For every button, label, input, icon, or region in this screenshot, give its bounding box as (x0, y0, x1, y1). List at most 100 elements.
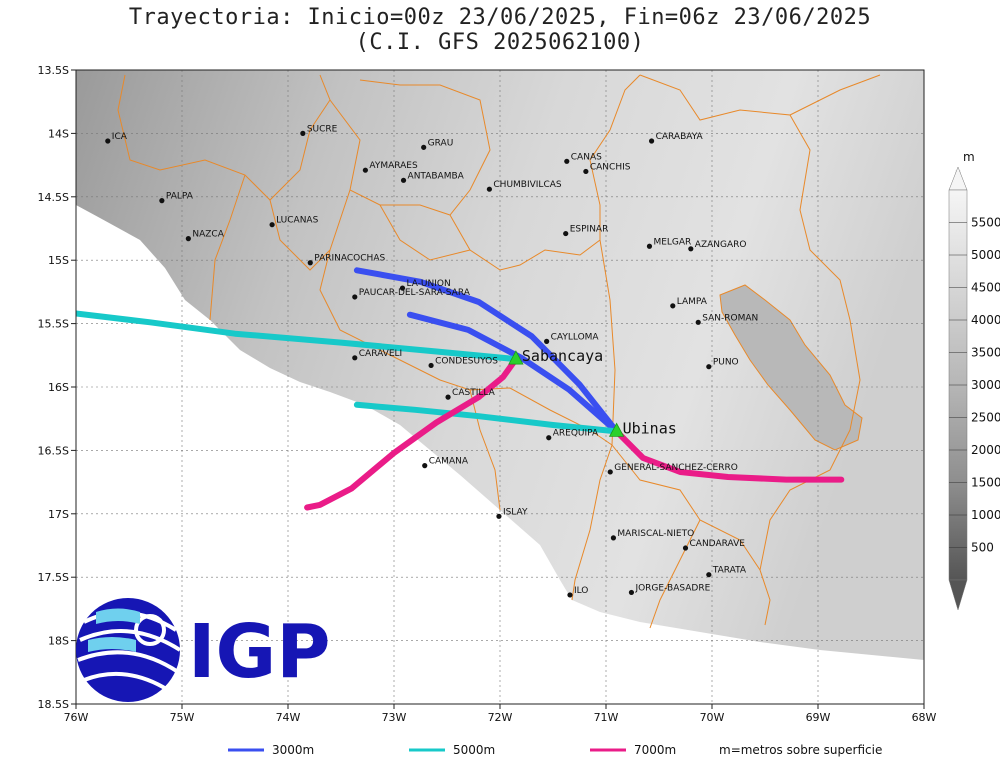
volcano-label: Sabancaya (522, 347, 603, 365)
y-tick-label: 18.5S (38, 698, 69, 711)
map-axes: 76W 75W 74W 73W 72W 71W 70W 69W 68W 13.5S 14S 14.5S… (38, 64, 937, 724)
colorbar-tick-label: 5500 (971, 216, 1000, 230)
volcano-label: Ubinas (623, 419, 677, 437)
city-dot (610, 535, 617, 541)
trajectory-lines (76, 267, 845, 511)
city-label: CARABAYA (656, 132, 704, 142)
city-label: PALPA (166, 192, 194, 202)
city-dot (648, 138, 655, 144)
city-dot (706, 572, 712, 578)
colorbar-tick-label: 5000 (971, 248, 1000, 262)
city-dot (682, 545, 689, 551)
city-label: ANTABAMBA (408, 171, 465, 181)
trajectory-3000m-line (406, 311, 620, 435)
y-tick-label: 17.5S (38, 571, 69, 584)
trajectory-5000m-line (353, 401, 620, 435)
y-tick-label: 14.5S (38, 191, 69, 204)
city-label: LAMPA (677, 297, 708, 307)
volcano-triangle-icon (508, 350, 524, 365)
x-tick-label: 72W (488, 711, 513, 724)
city-dot (563, 230, 569, 237)
lake-titicaca (719, 284, 863, 451)
city-dot (688, 246, 694, 252)
city-label: ICA (112, 132, 128, 142)
city-label: AZANGARO (695, 240, 747, 250)
city-dot (496, 513, 502, 519)
city-dot (486, 186, 492, 192)
x-tick-label: 73W (382, 711, 407, 724)
city-dot (300, 130, 306, 136)
trajectory-legend: 3000m 5000m 7000m m=metros sobre superficie (228, 743, 882, 757)
city-dot (269, 222, 275, 228)
map-title-line-2: (C.I. GFS 2025062100) (355, 30, 645, 55)
city-label: TARATA (712, 566, 747, 576)
city-label: SAN-ROMAN (702, 313, 758, 323)
city-dot (646, 243, 653, 249)
y-tick-label: 15S (48, 254, 69, 267)
city-label: CONDESUYOS (435, 356, 498, 366)
city-label: AREQUIPA (553, 429, 599, 439)
colorbar-tick-label: 3500 (971, 346, 1000, 360)
city-label: SUCRE (307, 124, 338, 134)
city-dot (428, 362, 434, 369)
colorbar-tick-label: 2000 (971, 443, 1000, 457)
city-label: PAUCAR-DEL-SARA-SARA (359, 288, 471, 298)
city-label: GRAU (428, 138, 454, 148)
trajectory-7000m-line (613, 428, 845, 483)
city-label: LUCANAS (276, 216, 318, 226)
y-tick-label: 13.5S (38, 64, 69, 77)
city-label: CASTILLA (452, 388, 496, 398)
igp-logo-text: IGP (188, 609, 331, 695)
city-label: ISLAY (503, 507, 528, 517)
colorbar-tick-label: 4000 (971, 313, 1000, 327)
x-tick-label: 74W (276, 711, 301, 724)
pacific-ocean (76, 205, 924, 704)
y-tick-label: 18S (48, 635, 69, 648)
colorbar-tick-label: 1500 (971, 476, 1000, 490)
x-tick-label: 71W (594, 711, 619, 724)
colorbar-tick-label: 1000 (971, 508, 1000, 522)
y-tick-label: 17S (48, 508, 69, 521)
x-tick-label: 69W (806, 711, 831, 724)
y-tick-label: 14S (48, 127, 69, 140)
city-label: CAYLLOMA (551, 332, 600, 342)
city-label: GENERAL-SANCHEZ-CERRO (614, 463, 738, 473)
city-label: ILO (574, 586, 588, 596)
map-title-line-1: Trayectoria: Inicio=00z 23/06/2025, Fin=… (128, 5, 872, 30)
city-label: MARISCAL-NIETO (617, 529, 694, 539)
city-label: CANDARAVE (690, 539, 746, 549)
x-tick-label: 76W (64, 711, 89, 724)
legend-note: m=metros sobre superficie (719, 743, 882, 757)
elevation-colorbar: m 500 1000 1500 2000 2500 3000 3500 4000 4500 500… (948, 150, 1000, 611)
city-dot (706, 364, 712, 370)
city-label: CAMANA (429, 457, 469, 467)
city-label: CARAVELI (359, 349, 402, 359)
city-dot (670, 303, 676, 309)
city-dot (352, 355, 358, 361)
city-dot (546, 435, 552, 441)
city-dot (422, 463, 428, 469)
city-label: AYMARAES (369, 161, 418, 171)
city-label: LA-UNION (406, 279, 450, 289)
city-dot (628, 589, 635, 596)
city-dot (159, 198, 165, 204)
y-tick-label: 16.5S (38, 444, 69, 457)
city-dot (352, 294, 358, 300)
colorbar-tick-label: 500 (971, 541, 994, 555)
city-label: CANAS (571, 152, 602, 162)
x-tick-label: 75W (170, 711, 195, 724)
city-label: JORGE-BASADRE (634, 583, 710, 593)
legend-label: 5000m (453, 743, 495, 757)
city-dot (185, 236, 191, 242)
volcano-triangle-icon (608, 422, 625, 437)
city-dot (607, 469, 613, 475)
city-dot (307, 260, 313, 266)
city-dot (399, 285, 406, 291)
y-tick-label: 16S (48, 381, 69, 394)
city-label: ESPINAR (570, 225, 609, 235)
city-dot (567, 592, 573, 598)
legend-label: 3000m (272, 743, 314, 757)
colorbar-tick-label: 4500 (971, 281, 1000, 295)
